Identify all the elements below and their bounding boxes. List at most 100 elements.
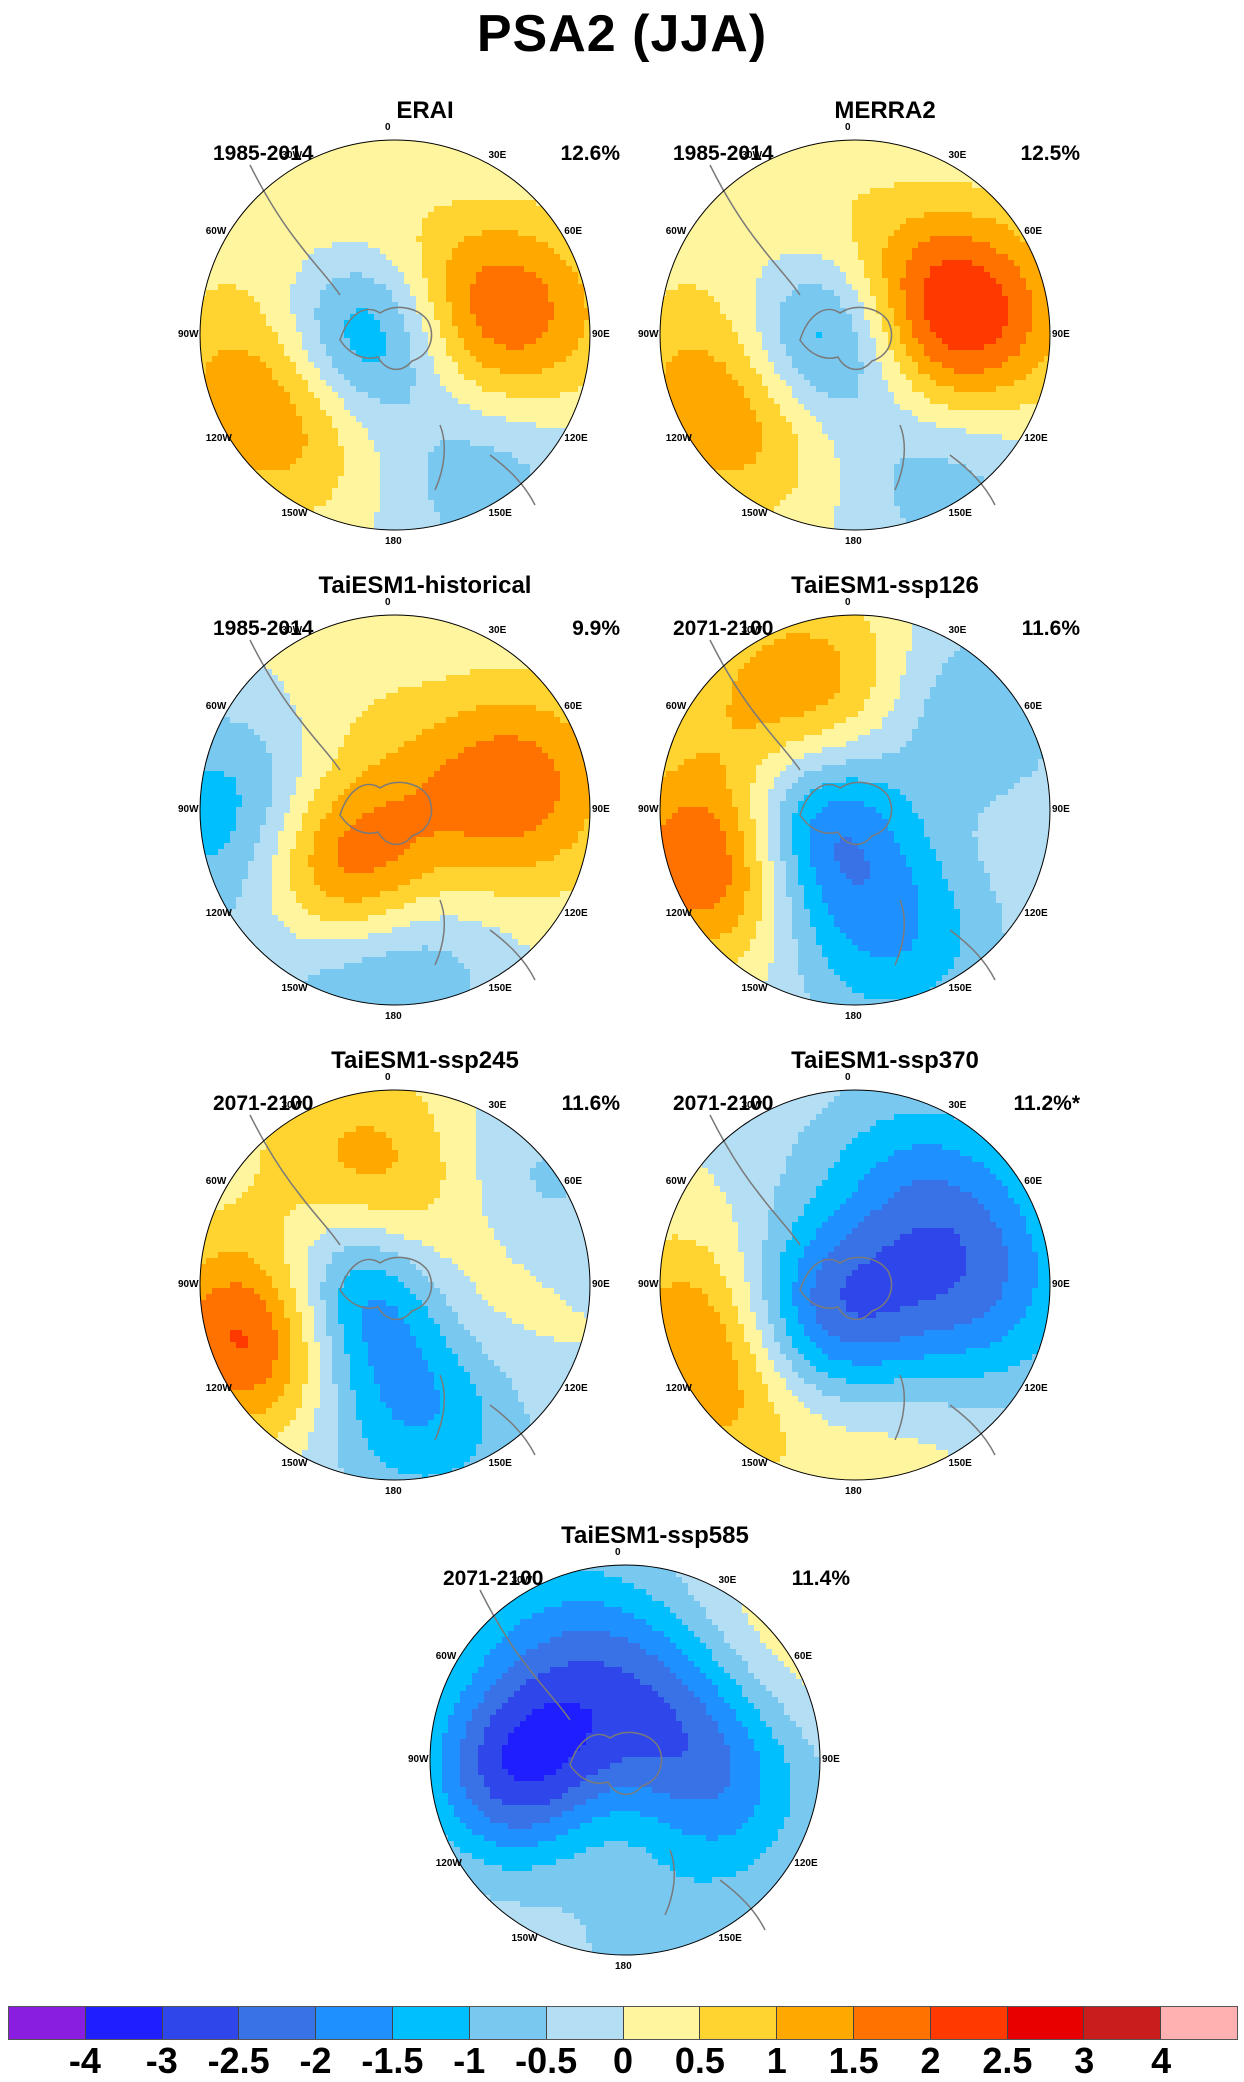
longitude-label: 60E [564,226,582,237]
longitude-label: 0 [845,1072,851,1083]
longitude-label: 90E [822,1754,840,1765]
panel-title: TaiESM1-ssp126 [650,572,1120,600]
panel-variance: 9.9% [572,617,620,641]
coastline [249,1114,536,1456]
colorbar-tick-label: 4 [1151,2040,1171,2082]
colorbar-tick-label: 0 [613,2040,633,2082]
longitude-label: 90W [638,804,659,815]
longitude-label: 120E [1024,1383,1047,1394]
colorbar-box [9,2007,86,2039]
longitude-label: 180 [845,536,862,547]
colorbar-labels: -4 -3 -2.5 -2 -1.5 -1 -0.5 0 0.5 1 1.5 2 2.5 3 4 [0,2040,1244,2082]
longitude-label: 60E [1024,226,1042,237]
longitude-label: 30W [742,1100,763,1111]
longitude-label: 150E [719,1933,742,1944]
panel-title: TaiESM1-ssp370 [650,1047,1120,1075]
panel-title: TaiESM1-ssp585 [420,1522,890,1550]
longitude-label: 30E [949,1100,967,1111]
longitude-label: 60E [1024,701,1042,712]
longitude-label: 180 [845,1011,862,1022]
longitude-label: 150E [949,508,972,519]
longitude-label: 180 [615,1961,632,1972]
polar-map [199,1089,591,1481]
anomaly-field [430,1565,820,1955]
panel-period: 2071-2100 [673,1092,773,1116]
colorbar-box [700,2007,778,2039]
coastline [709,639,996,981]
longitude-label: 30E [489,625,507,636]
coastline [249,164,536,506]
longitude-label: 120E [1024,908,1047,919]
longitude-label: 90W [638,1279,659,1290]
longitude-label: 30E [489,1100,507,1111]
longitude-label: 180 [385,536,402,547]
coastline [709,1114,996,1456]
polar-map [199,614,591,1006]
map-outline [199,614,591,1006]
panel-period: 2071-2100 [443,1567,543,1591]
longitude-label: 90W [638,329,659,340]
coastline [709,164,996,506]
longitude-label: 120W [436,1858,462,1869]
map-outline [199,139,591,531]
longitude-label: 120E [564,1383,587,1394]
panel-title: ERAI [190,97,660,125]
colorbar-tick-label: -2 [299,2040,331,2082]
panel-variance: 11.4% [792,1567,850,1591]
panel-title: TaiESM1-ssp245 [190,1047,660,1075]
panel-variance: 11.6% [562,1092,620,1116]
colorbar-tick-label: -1 [453,2040,485,2082]
colorbar-tick-label: -2.5 [208,2040,270,2082]
longitude-label: 150E [489,508,512,519]
longitude-label: 90W [408,1754,429,1765]
colorbar-box [1084,2007,1162,2039]
longitude-label: 120E [1024,433,1047,444]
coastline [249,639,536,981]
anomaly-field [660,615,1050,1005]
colorbar-tick-label: -1.5 [361,2040,423,2082]
longitude-label: 120W [206,1383,232,1394]
colorbar-box [623,2007,701,2039]
longitude-label: 30W [742,625,763,636]
colorbar-box [930,2007,1008,2039]
longitude-label: 90W [178,1279,199,1290]
longitude-label: 60W [206,1176,227,1187]
polar-map [659,139,1051,531]
map-panel: ERAI 1985-2014 12.6% 0 30E 60E 90E 120E 150E 180 1… [178,97,660,595]
longitude-label: 0 [385,597,391,608]
longitude-label: 30W [282,625,303,636]
longitude-label: 30E [949,150,967,161]
longitude-label: 150W [742,983,768,994]
panel-period: 1985-2014 [673,142,773,166]
longitude-label: 30W [282,150,303,161]
longitude-label: 120W [666,908,692,919]
longitude-label: 30E [719,1575,737,1586]
longitude-label: 120W [206,433,232,444]
longitude-label: 0 [845,597,851,608]
longitude-label: 90E [1052,1279,1070,1290]
map-outline [659,614,1051,1006]
anomaly-field [660,140,1050,530]
colorbar-tick-label: -3 [146,2040,178,2082]
colorbar-box [1161,2007,1237,2039]
longitude-label: 150W [282,1458,308,1469]
longitude-label: 30E [489,150,507,161]
longitude-label: 90W [178,804,199,815]
map-panel: TaiESM1-ssp585 2071-2100 11.4% 0 30E 60E 90E 12… [408,1522,890,2020]
longitude-label: 120E [564,908,587,919]
longitude-label: 60E [564,1176,582,1187]
longitude-label: 60W [436,1651,457,1662]
page-title: PSA2 (JJA) [0,4,1244,64]
panel-variance: 11.6% [1022,617,1080,641]
longitude-label: 0 [385,122,391,133]
coastline [479,1589,766,1931]
map-outline [429,1564,821,1956]
longitude-label: 30W [742,150,763,161]
colorbar-box [777,2007,854,2039]
longitude-label: 120W [666,433,692,444]
longitude-label: 0 [615,1547,621,1558]
longitude-label: 120W [666,1383,692,1394]
colorbar-box [239,2007,317,2039]
colorbar-tick-label: -4 [69,2040,101,2082]
polar-map [659,614,1051,1006]
